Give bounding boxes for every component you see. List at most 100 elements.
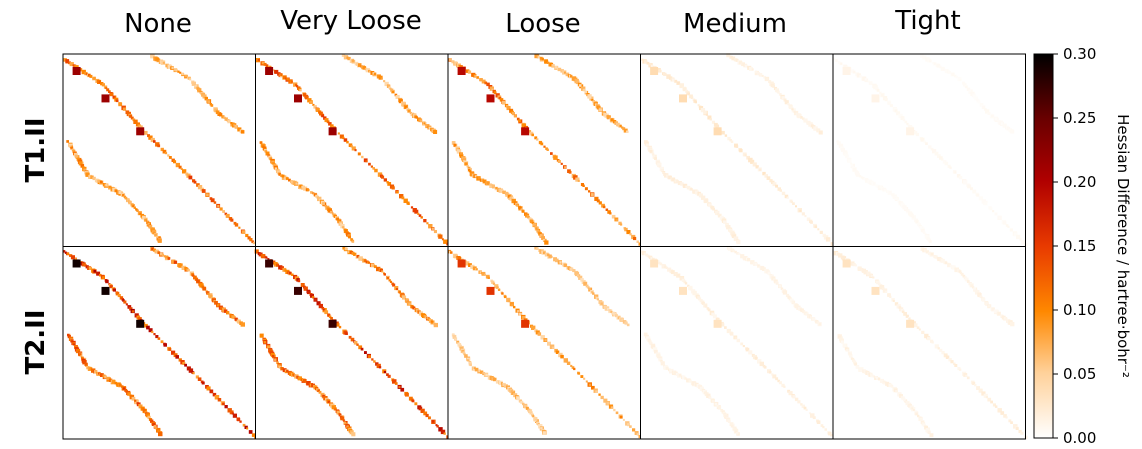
heatmap-cell [816, 128, 821, 133]
heatmap-cell [685, 185, 688, 188]
heatmap-cell [728, 246, 733, 251]
heatmap-cell [649, 341, 653, 345]
heatmap-cell [801, 212, 805, 216]
heatmap-cell [153, 333, 156, 336]
heatmap-cell [290, 80, 293, 83]
heatmap-cell [968, 89, 972, 93]
heatmap-cell [389, 280, 393, 283]
heatmap-cell [412, 306, 416, 310]
heatmap-cell [207, 292, 210, 295]
heatmap-cell [572, 269, 576, 272]
heatmap-block [871, 286, 880, 295]
heatmap-cell [822, 426, 825, 429]
colorbar-tick-label: 0.30 [1063, 45, 1096, 63]
column-title-tight: Tight [894, 6, 960, 36]
heatmap-cell [314, 298, 317, 301]
heatmap-cell [119, 296, 124, 300]
heatmap-cell [410, 206, 414, 209]
heatmap-cell [783, 385, 786, 388]
heatmap-cell [131, 396, 136, 401]
heatmap-cell [805, 312, 809, 316]
heatmap-cell [343, 138, 348, 142]
heatmap-cell [535, 227, 538, 230]
heatmap-cell [171, 259, 176, 264]
heatmap-cell [781, 191, 786, 196]
heatmap-cell [671, 177, 676, 182]
heatmap-cell [800, 403, 803, 406]
heatmap-cell [874, 376, 877, 379]
heatmap-cell [192, 372, 195, 375]
heatmap-block [294, 286, 302, 295]
heatmap-cell [697, 104, 700, 107]
heatmap-cell [451, 60, 455, 64]
heatmap-cell [231, 412, 234, 415]
heatmap-cell [1019, 238, 1022, 241]
heatmap-cell [300, 283, 305, 288]
heatmap-cell [348, 143, 353, 147]
heatmap-cell [363, 259, 367, 263]
heatmap-cell [709, 118, 712, 121]
heatmap-cell [772, 182, 777, 187]
heatmap-cell [131, 310, 135, 313]
heatmap-cell [197, 185, 203, 190]
heatmap-cell [666, 74, 671, 79]
heatmap-cell [98, 372, 101, 375]
heatmap-cell [757, 72, 761, 76]
heatmap-cell [588, 288, 591, 291]
heatmap-cell [576, 274, 580, 277]
heatmap-cell [896, 111, 901, 116]
heatmap-cell [575, 177, 580, 182]
heatmap-block [72, 67, 81, 75]
heatmap-cell [671, 270, 675, 274]
heatmap-cell [324, 118, 329, 123]
heatmap-cell [665, 366, 669, 370]
heatmap-cell [83, 168, 87, 172]
heatmap-cell [792, 395, 796, 399]
heatmap-cell [888, 191, 892, 194]
heatmap-cell [540, 335, 545, 340]
heatmap-cell [206, 193, 209, 197]
heatmap-cell [462, 351, 465, 354]
heatmap-cell [209, 294, 213, 299]
heatmap-cell [436, 425, 439, 428]
heatmap-cell [663, 364, 666, 367]
heatmap-cell [479, 78, 483, 82]
heatmap-cell [379, 76, 383, 79]
heatmap-cell [606, 402, 610, 405]
heatmap-cell [703, 110, 707, 115]
heatmap-cell [748, 350, 753, 355]
heatmap-cell [358, 152, 361, 155]
heatmap-cell [624, 129, 627, 132]
heatmap-panel-2-1 [62, 246, 258, 440]
heatmap-cell [857, 266, 862, 271]
heatmap-cell [482, 179, 487, 184]
heatmap-cell [286, 77, 290, 81]
heatmap-cell [104, 375, 107, 379]
heatmap-cell [346, 140, 349, 144]
heatmap-cell [310, 293, 314, 298]
heatmap-cell [129, 114, 133, 118]
heatmap-cell [850, 357, 854, 360]
heatmap-cell [105, 87, 108, 90]
heatmap-cell [73, 152, 78, 157]
heatmap-cell [472, 266, 477, 271]
heatmap-cell [611, 214, 616, 219]
heatmap-cell [605, 208, 609, 211]
heatmap-cell [849, 355, 852, 358]
heatmap-cell [828, 432, 832, 436]
heatmap-cell [163, 343, 167, 347]
heatmap-cell [698, 297, 702, 301]
heatmap-cell [402, 295, 407, 300]
heatmap-cell [371, 358, 374, 361]
heatmap-cell [156, 235, 159, 239]
heatmap-cell [915, 132, 919, 137]
heatmap-cell [550, 152, 553, 155]
heatmap-cell [368, 162, 371, 166]
heatmap-cell [788, 391, 793, 396]
heatmap-cell [543, 251, 546, 255]
heatmap-cell [580, 375, 584, 378]
heatmap-cell [599, 108, 603, 112]
heatmap-cell [117, 294, 121, 298]
heatmap-cell [128, 200, 132, 205]
heatmap-cell [934, 151, 939, 156]
